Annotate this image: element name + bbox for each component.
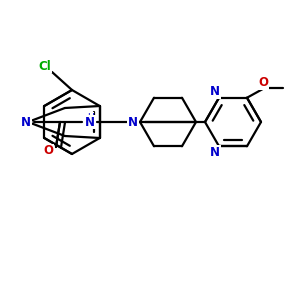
Text: N: N xyxy=(85,116,95,128)
Text: H: H xyxy=(87,112,93,122)
Text: N: N xyxy=(210,146,220,159)
Text: N: N xyxy=(128,116,138,128)
Text: O: O xyxy=(43,145,53,158)
Text: N: N xyxy=(21,116,31,128)
Text: N: N xyxy=(210,85,220,98)
Text: Cl: Cl xyxy=(39,59,51,73)
Text: O: O xyxy=(258,76,268,89)
